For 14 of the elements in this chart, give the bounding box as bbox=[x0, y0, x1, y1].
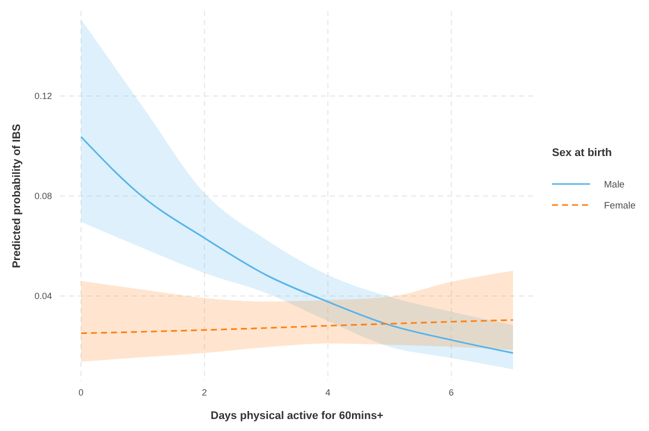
y-tick-label: 0.08 bbox=[34, 190, 52, 201]
x-tick-label: 4 bbox=[325, 387, 330, 398]
x-tick-label: 2 bbox=[202, 387, 207, 398]
y-tick-label: 0.12 bbox=[34, 90, 52, 101]
line-series bbox=[80, 136, 514, 354]
line-series bbox=[80, 319, 514, 334]
legend-title: Sex at birth bbox=[552, 147, 612, 159]
x-tick-label: 0 bbox=[78, 387, 84, 398]
x-axis-title: Days physical active for 60mins+ bbox=[210, 410, 384, 422]
y-tick-label: 0.04 bbox=[34, 290, 52, 301]
legend-label: Male bbox=[604, 180, 625, 190]
x-tick-label: 6 bbox=[448, 387, 454, 398]
y-axis-title: Predicted probability of IBS bbox=[11, 124, 23, 268]
legend-label: Female bbox=[604, 200, 636, 212]
